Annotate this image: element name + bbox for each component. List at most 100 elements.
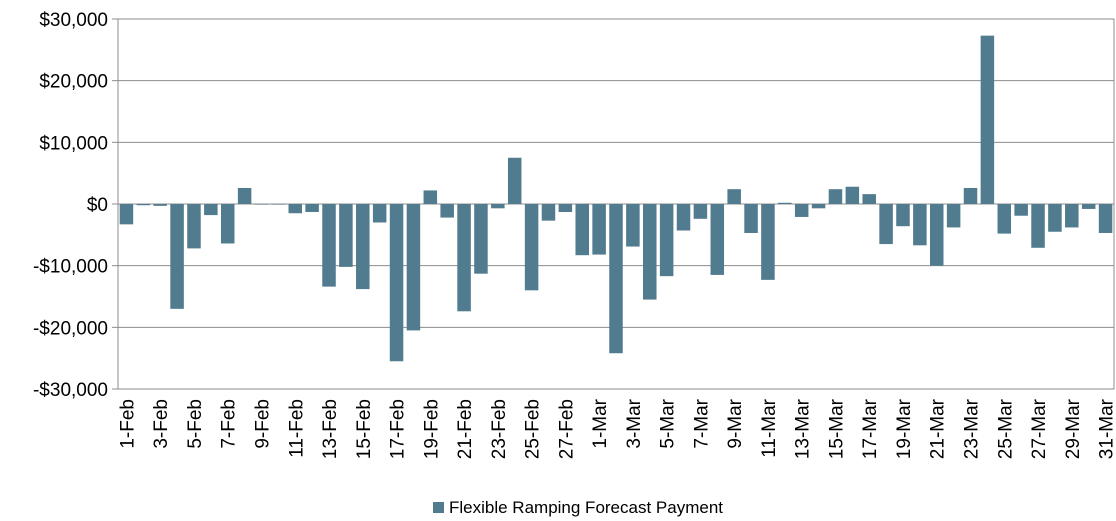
plot-border [117, 18, 1115, 390]
bar [845, 186, 860, 204]
x-tick-label: 25-Mar [995, 398, 1016, 459]
bar [778, 202, 792, 204]
bar [879, 204, 893, 245]
bar [896, 204, 910, 227]
x-tick-label: 9-Feb [252, 399, 273, 449]
bar [220, 204, 235, 244]
bar [761, 204, 775, 280]
x-tick-label: 19-Mar [894, 398, 915, 459]
x-tick-label: 23-Mar [962, 398, 983, 459]
bar [828, 189, 843, 204]
bar [389, 204, 404, 362]
bar [1081, 204, 1096, 209]
x-tick-label: 7-Feb [219, 399, 240, 449]
x-tick-label: 13-Mar [793, 398, 814, 459]
bar [592, 204, 606, 255]
bar [1031, 204, 1045, 248]
bar [288, 204, 303, 214]
bar [541, 204, 556, 221]
x-tick-label: 5-Mar [658, 398, 679, 448]
x-tick-label: 27-Mar [1029, 398, 1050, 459]
bar [794, 204, 809, 217]
bar [676, 204, 691, 231]
x-tick-label: 21-Feb [455, 399, 476, 459]
x-tick-label: 21-Mar [928, 398, 949, 459]
bar [609, 204, 623, 354]
y-tick-label: -$30,000 [33, 380, 108, 401]
bar [491, 204, 505, 209]
bar [929, 204, 944, 266]
y-tick-label: $0 [87, 195, 108, 216]
bar [1014, 204, 1028, 216]
x-tick-label: 9-Mar [725, 398, 746, 448]
bar [643, 204, 657, 300]
x-tick-label: 19-Feb [421, 399, 442, 459]
bar [659, 204, 674, 277]
legend-swatch [433, 502, 444, 513]
x-tick-label: 13-Feb [320, 399, 341, 459]
x-tick-label: 1-Feb [117, 399, 138, 449]
x-tick-label: 27-Feb [556, 399, 577, 459]
x-tick-label: 7-Mar [691, 398, 712, 448]
bar [1048, 204, 1062, 232]
bar [423, 190, 438, 204]
bar [356, 204, 370, 290]
x-tick-label: 25-Feb [523, 399, 544, 459]
bar [372, 204, 387, 223]
bar [744, 204, 758, 233]
bar [811, 204, 826, 209]
bar [946, 204, 961, 228]
x-tick-label: 29-Mar [1063, 398, 1084, 459]
bar [119, 204, 134, 225]
bar [710, 204, 725, 275]
x-tick-label: 23-Feb [489, 399, 510, 459]
bar [237, 187, 252, 204]
bar [913, 204, 927, 246]
bar [575, 204, 589, 256]
x-tick-label: 3-Feb [151, 399, 172, 449]
x-tick-label: 11-Feb [286, 399, 307, 458]
legend-label: Flexible Ramping Forecast Payment [449, 498, 723, 517]
x-tick-label: 31-Mar [1097, 398, 1116, 459]
y-tick-label: $10,000 [39, 133, 108, 154]
bar [997, 204, 1012, 234]
y-tick-label: $20,000 [39, 72, 108, 93]
bar [862, 194, 876, 204]
x-tick-label: 5-Feb [185, 399, 206, 449]
bar [626, 204, 640, 247]
bar [170, 204, 184, 309]
bar [322, 204, 336, 287]
bar [507, 157, 522, 204]
x-tick-label: 15-Feb [354, 399, 375, 459]
bar [136, 204, 151, 206]
bar [271, 204, 286, 205]
x-tick-label: 15-Mar [826, 398, 847, 459]
x-tick-label: 17-Feb [388, 399, 409, 459]
bar [204, 204, 218, 216]
x-tick-label: 1-Mar [590, 398, 611, 448]
bar [1098, 204, 1113, 233]
x-tick-label: 3-Mar [624, 398, 645, 448]
bar [693, 204, 708, 219]
bar [305, 204, 319, 213]
bar [524, 204, 539, 291]
bar [339, 204, 353, 267]
bar [980, 35, 995, 205]
x-tick-label: 11-Mar [759, 398, 780, 457]
bar [254, 204, 269, 205]
bar [474, 204, 488, 274]
bar [727, 189, 741, 204]
bar [558, 204, 573, 213]
bar [457, 204, 471, 312]
y-tick-label: -$20,000 [33, 318, 108, 339]
x-tick-label: 17-Mar [860, 398, 881, 459]
bar [1065, 204, 1079, 228]
bar [963, 187, 978, 204]
y-tick-label: -$10,000 [33, 257, 108, 278]
bar [187, 204, 201, 249]
y-tick-label: $30,000 [39, 10, 108, 31]
bar [406, 204, 421, 331]
bar [440, 204, 454, 218]
